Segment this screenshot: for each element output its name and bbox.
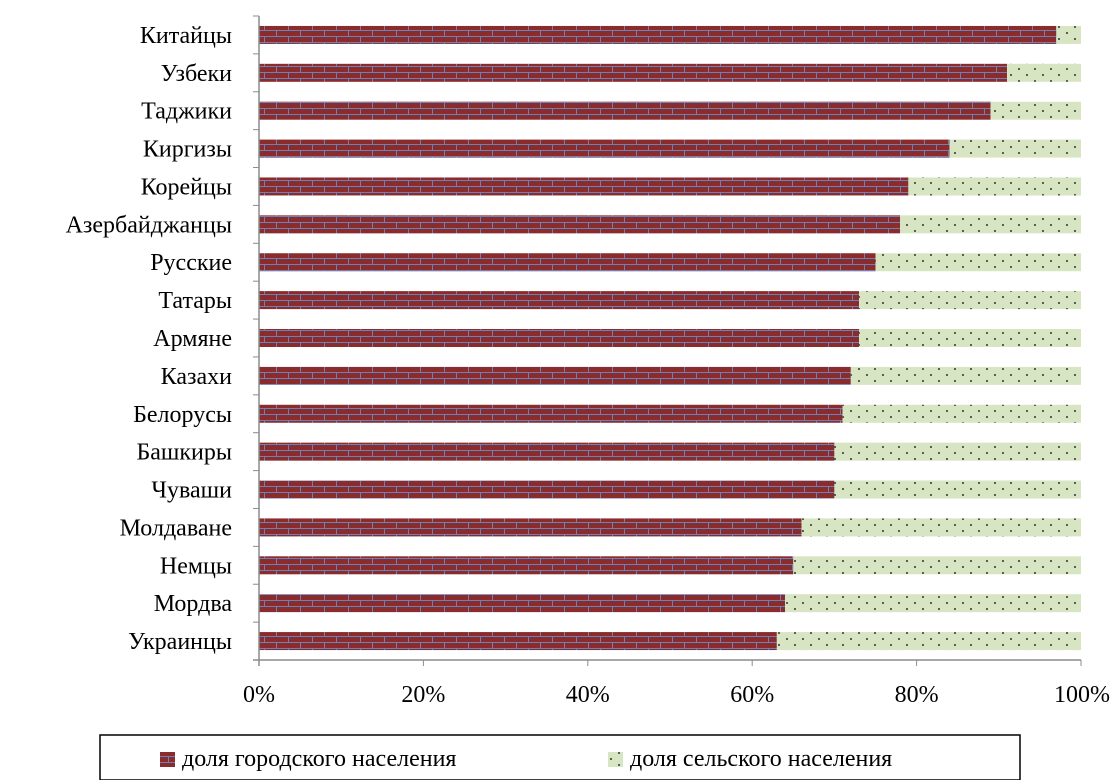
category-label: Казахи [161, 364, 232, 390]
bar-rural-12 [834, 480, 1081, 499]
legend-swatch-rural [608, 752, 623, 767]
bar-rural-8 [859, 329, 1081, 347]
category-label: Молдаване [120, 515, 232, 541]
bar-urban-7 [259, 291, 860, 310]
category-label: Немцы [160, 553, 232, 579]
category-label: Армяне [153, 326, 232, 352]
legend: доля городского населения доля сельского… [99, 734, 1021, 780]
axes [253, 15, 1082, 666]
bar-rural-14 [793, 556, 1081, 575]
category-labels: Китайцы Узбеки Таджики Киргизы Корейцы Азерба… [66, 23, 233, 655]
category-label: Татары [158, 288, 232, 314]
bar-urban-10 [259, 404, 843, 423]
category-label: Узбеки [161, 61, 233, 87]
x-tick-label: 0% [243, 682, 275, 708]
x-tick-label: 100% [1054, 682, 1110, 708]
bar-urban-14 [259, 556, 794, 575]
bar-urban-15 [259, 594, 786, 613]
bar-rural-1 [1007, 63, 1081, 82]
bar-urban-2 [259, 101, 991, 120]
bar-urban-1 [259, 63, 1008, 82]
category-label: Мордва [154, 591, 233, 617]
x-tick-labels: 0% 20% 40% 60% 80% 100% [243, 682, 1110, 708]
category-label: Украинцы [128, 629, 232, 655]
category-label: Корейцы [141, 174, 232, 200]
x-tick-label: 40% [566, 682, 610, 708]
legend-label-rural: доля сельского населения [630, 746, 892, 772]
bar-rural-4 [908, 177, 1081, 196]
x-tick-label: 80% [895, 682, 939, 708]
category-label: Китайцы [140, 23, 232, 49]
category-label: Белорусы [133, 402, 232, 428]
bar-rural-13 [801, 518, 1081, 537]
bar-rural-15 [785, 594, 1081, 613]
legend-swatch-urban [160, 752, 175, 767]
bar-rural-7 [859, 291, 1081, 310]
bar-rural-3 [949, 139, 1081, 158]
bar-urban-4 [259, 177, 909, 196]
bar-urban-9 [259, 366, 851, 385]
bar-rural-9 [850, 366, 1081, 385]
category-label: Чуваши [151, 478, 232, 504]
category-label: Азербайджанцы [66, 212, 232, 238]
bar-urban-8 [259, 329, 860, 347]
bar-urban-0 [259, 25, 1057, 44]
bar-rural-2 [990, 101, 1081, 120]
bar-urban-3 [259, 139, 950, 158]
category-label: Киргизы [143, 137, 232, 163]
bar-urban-16 [259, 632, 777, 651]
bar-rural-10 [842, 404, 1081, 423]
bar-rural-6 [875, 253, 1081, 272]
bar-urban-12 [259, 480, 835, 499]
bar-urban-11 [259, 442, 835, 461]
bar-rural-5 [900, 215, 1081, 234]
legend-label-urban: доля городского населения [182, 746, 456, 772]
bar-rural-0 [1056, 25, 1081, 44]
category-label: Русские [150, 250, 232, 276]
category-label: Таджики [141, 99, 232, 125]
bar-urban-5 [259, 215, 901, 234]
legend-box [99, 734, 1021, 780]
x-tick-label: 60% [730, 682, 774, 708]
x-tick-label: 20% [401, 682, 445, 708]
bars-group [259, 25, 1081, 651]
bar-urban-6 [259, 253, 876, 272]
category-label: Башкиры [136, 440, 232, 466]
bar-rural-11 [834, 442, 1081, 461]
bar-rural-16 [776, 632, 1081, 651]
bar-urban-13 [259, 518, 802, 537]
